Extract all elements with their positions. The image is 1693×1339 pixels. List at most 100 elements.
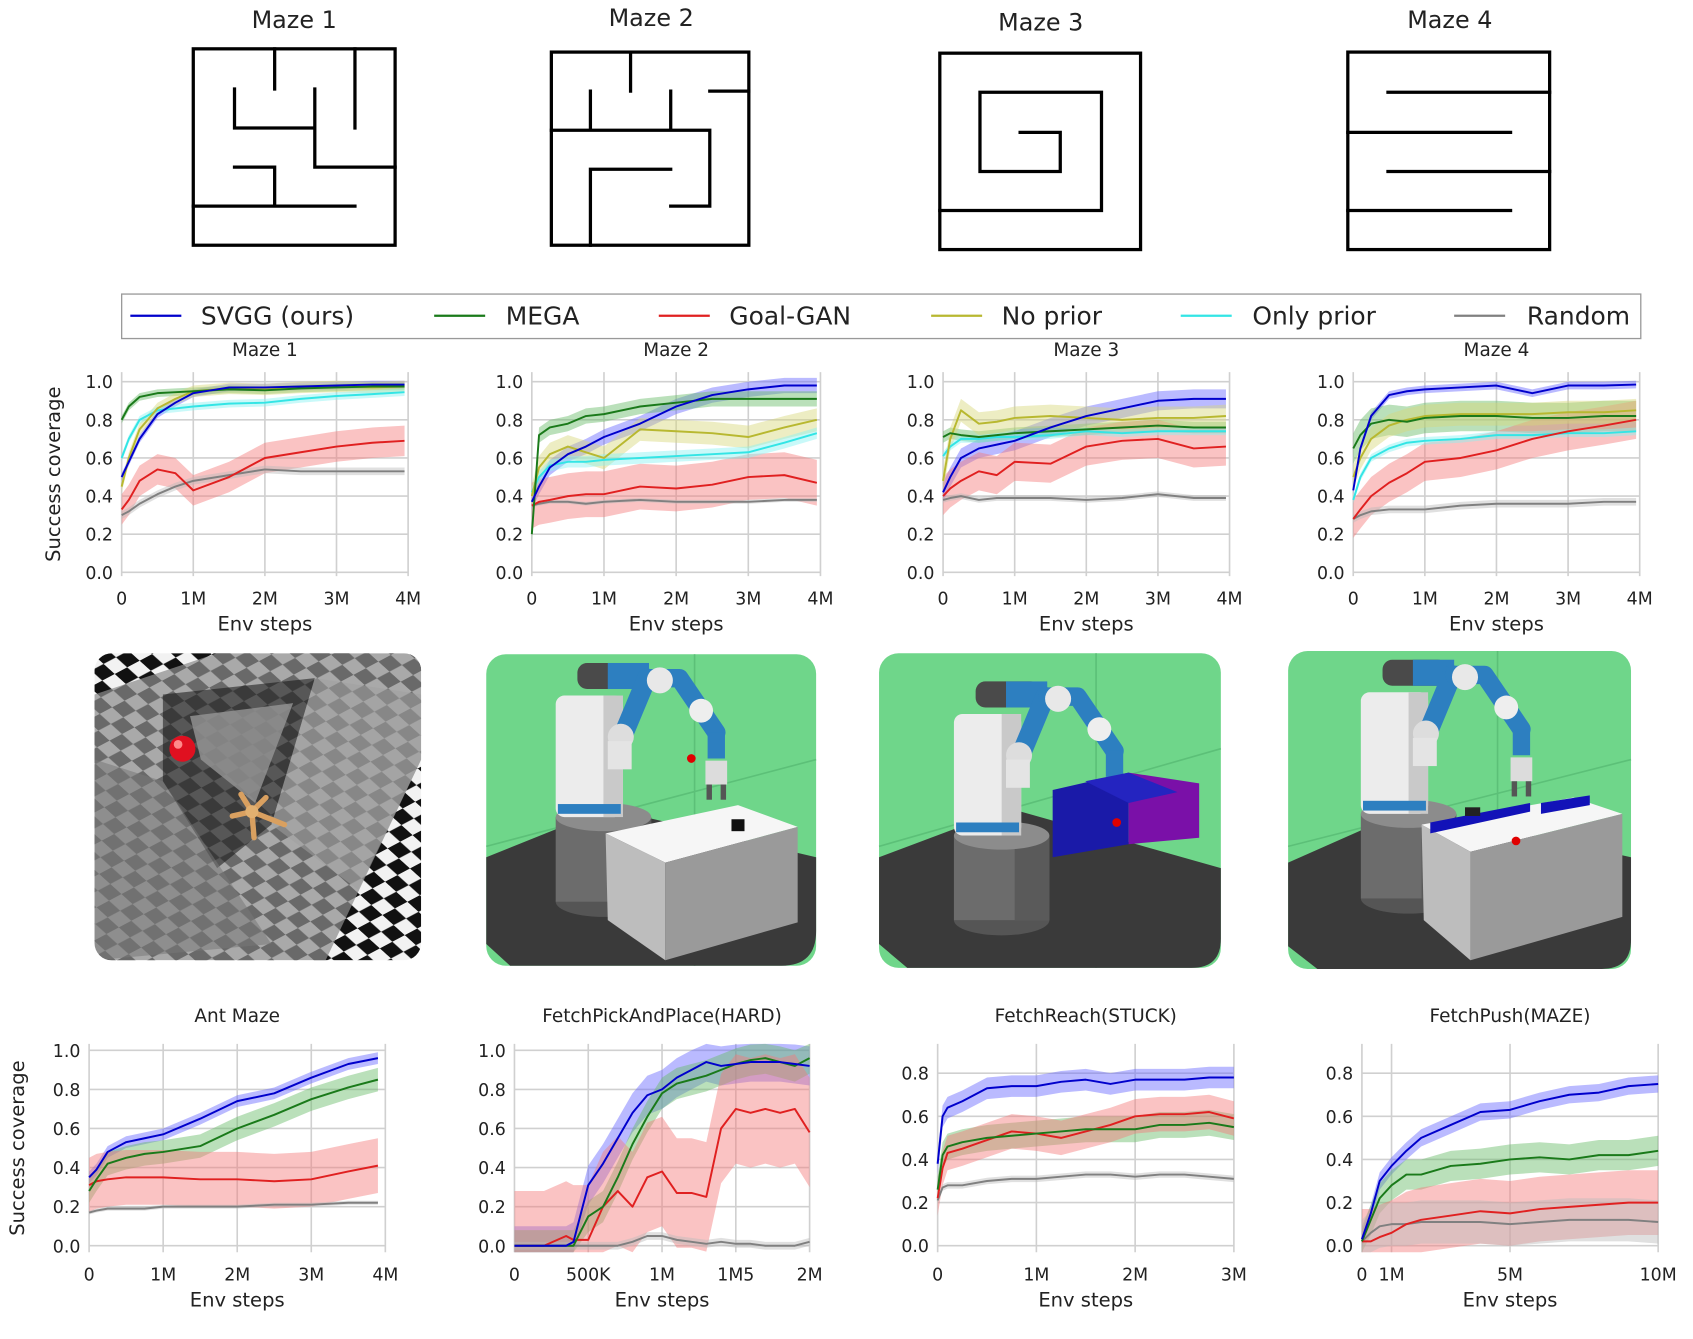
- series-line-no-prior: [1352, 409, 1637, 478]
- series-line-svgg-ours-: [514, 1061, 810, 1247]
- x-tick-label: 3M: [298, 1265, 324, 1285]
- x-tick-label: 4M: [372, 1265, 398, 1285]
- x-axis-label: Env steps: [190, 1288, 285, 1311]
- series-line-mega: [942, 424, 1226, 438]
- x-tick-label: 3M: [1145, 589, 1171, 609]
- series-line-goal-gan: [88, 1164, 379, 1187]
- confidence-band: [531, 498, 817, 508]
- y-tick-label: 0.8: [496, 411, 524, 431]
- confidence-band: [531, 452, 817, 529]
- confidence-band: [89, 1138, 378, 1213]
- x-tick-label: 3M: [1221, 1265, 1247, 1285]
- series-line-svgg-ours-: [530, 384, 817, 503]
- fetch-push-maze-render: [1287, 651, 1632, 969]
- x-tick-label: 3M: [323, 589, 349, 609]
- y-tick-label: 0.4: [1326, 1151, 1354, 1171]
- confidence-band: [89, 1052, 378, 1184]
- confidence-band: [531, 377, 817, 510]
- chart-2: 0.0 0.2 0.4 0.6 0.8 1.0 0 1M 2M 3M 4M Maze 3 Env ste…: [907, 340, 1243, 636]
- x-tick-label: 1M: [180, 589, 206, 609]
- x-tick-label: 2M: [663, 589, 689, 609]
- series-line-only-prior: [942, 430, 1226, 457]
- y-tick-label: 0.4: [907, 488, 935, 508]
- goal-sphere: [169, 735, 196, 762]
- y-tick-label: 0.6: [1317, 449, 1345, 469]
- series-line-random: [531, 498, 817, 507]
- maze-1-diagram: [191, 47, 397, 247]
- series-line-goal-gan: [942, 437, 1227, 497]
- x-tick-label: 0: [938, 589, 949, 609]
- y-tick-label: 1.0: [1317, 373, 1345, 393]
- series-line-mega: [88, 1078, 379, 1192]
- x-tick-label: 0: [526, 589, 537, 609]
- charts: 0.0 0.2 0.4 0.6 0.8 1.0 0 1M 2M 3M 4M Maze 1 Env ste…: [6, 340, 1677, 1312]
- series-line-no-prior: [530, 418, 818, 497]
- x-tick-label: 2M: [252, 589, 278, 609]
- y-tick-label: 0.6: [1326, 1108, 1354, 1128]
- y-tick-label: 0.0: [478, 1237, 506, 1257]
- maze-4-title: Maze 4: [1407, 6, 1492, 34]
- legend-label: SVGG (ours): [201, 301, 354, 330]
- y-tick-label: 0.2: [1326, 1194, 1354, 1214]
- x-tick-label: 1M: [1002, 589, 1028, 609]
- maze-2-title: Maze 2: [609, 4, 694, 32]
- legend-label: No prior: [1002, 301, 1103, 330]
- y-tick-label: 0.0: [901, 1237, 929, 1257]
- confidence-band: [514, 1043, 810, 1253]
- y-tick-label: 0.8: [901, 1065, 929, 1085]
- series-line-only-prior: [120, 391, 405, 459]
- legend-label: Only prior: [1252, 301, 1376, 330]
- ant-maze-render: [94, 653, 422, 961]
- y-tick-label: 0.0: [1317, 564, 1345, 584]
- x-tick-label: 0: [1348, 589, 1359, 609]
- goal-marker: [686, 754, 696, 763]
- y-tick-label: 0.4: [1317, 488, 1345, 508]
- series-line-random: [942, 493, 1226, 501]
- series-line-goal-gan: [1361, 1201, 1659, 1243]
- confidence-band: [121, 465, 405, 519]
- y-tick-label: 0.8: [85, 411, 113, 431]
- x-tick-label: 4M: [807, 589, 833, 609]
- y-tick-label: 0.6: [478, 1120, 506, 1140]
- y-tick-label: 0.8: [478, 1081, 506, 1101]
- series-line-mega: [530, 397, 817, 535]
- y-tick-label: 0.2: [907, 526, 935, 546]
- series-line-random: [1361, 1218, 1659, 1243]
- confidence-band: [943, 419, 1226, 516]
- chart-1: 0.0 0.2 0.4 0.6 0.8 1.0 0 1M 2M 3M 4M Maze 2 Env ste…: [496, 340, 834, 636]
- confidence-band: [943, 427, 1226, 460]
- fetch-pick-and-place-render: [486, 654, 817, 966]
- confidence-band: [937, 1109, 1234, 1203]
- y-axis-label: Success coverage: [6, 1060, 29, 1235]
- y-tick-label: 0.8: [1326, 1065, 1354, 1085]
- y-tick-label: 0.4: [478, 1159, 506, 1179]
- y-tick-label: 0.6: [907, 449, 935, 469]
- confidence-band: [514, 1043, 810, 1253]
- chart-title: FetchPush(MAZE): [1430, 1006, 1591, 1027]
- x-tick-label: 0: [932, 1265, 943, 1285]
- x-axis-label: Env steps: [1463, 1288, 1558, 1311]
- y-tick-label: 1.0: [496, 373, 524, 393]
- series-line-svgg-ours-: [1352, 383, 1637, 491]
- confidence-band: [1361, 1170, 1659, 1253]
- x-tick-label: 500K: [566, 1265, 611, 1285]
- maze-3-diagram: [938, 51, 1143, 252]
- x-tick-label: 0: [1356, 1265, 1367, 1285]
- y-tick-label: 1.0: [907, 373, 935, 393]
- confidence-band: [1361, 1135, 1659, 1253]
- confidence-band: [121, 425, 405, 525]
- chart-title: FetchPickAndPlace(HARD): [542, 1006, 782, 1027]
- y-tick-label: 0.4: [901, 1151, 929, 1171]
- series-line-goal-gan: [531, 474, 818, 507]
- x-axis-label: Env steps: [615, 1288, 710, 1311]
- x-tick-label: 0: [509, 1265, 520, 1285]
- chart-title: Maze 1: [232, 340, 298, 361]
- series-line-only-prior: [530, 432, 818, 493]
- series-line-mega: [1352, 415, 1637, 449]
- y-tick-label: 1.0: [85, 373, 113, 393]
- x-tick-label: 2M: [1073, 589, 1099, 609]
- series-line-svgg-ours-: [120, 383, 405, 478]
- y-tick-label: 0.8: [907, 411, 935, 431]
- y-tick-label: 0.2: [85, 526, 113, 546]
- confidence-band: [531, 427, 817, 499]
